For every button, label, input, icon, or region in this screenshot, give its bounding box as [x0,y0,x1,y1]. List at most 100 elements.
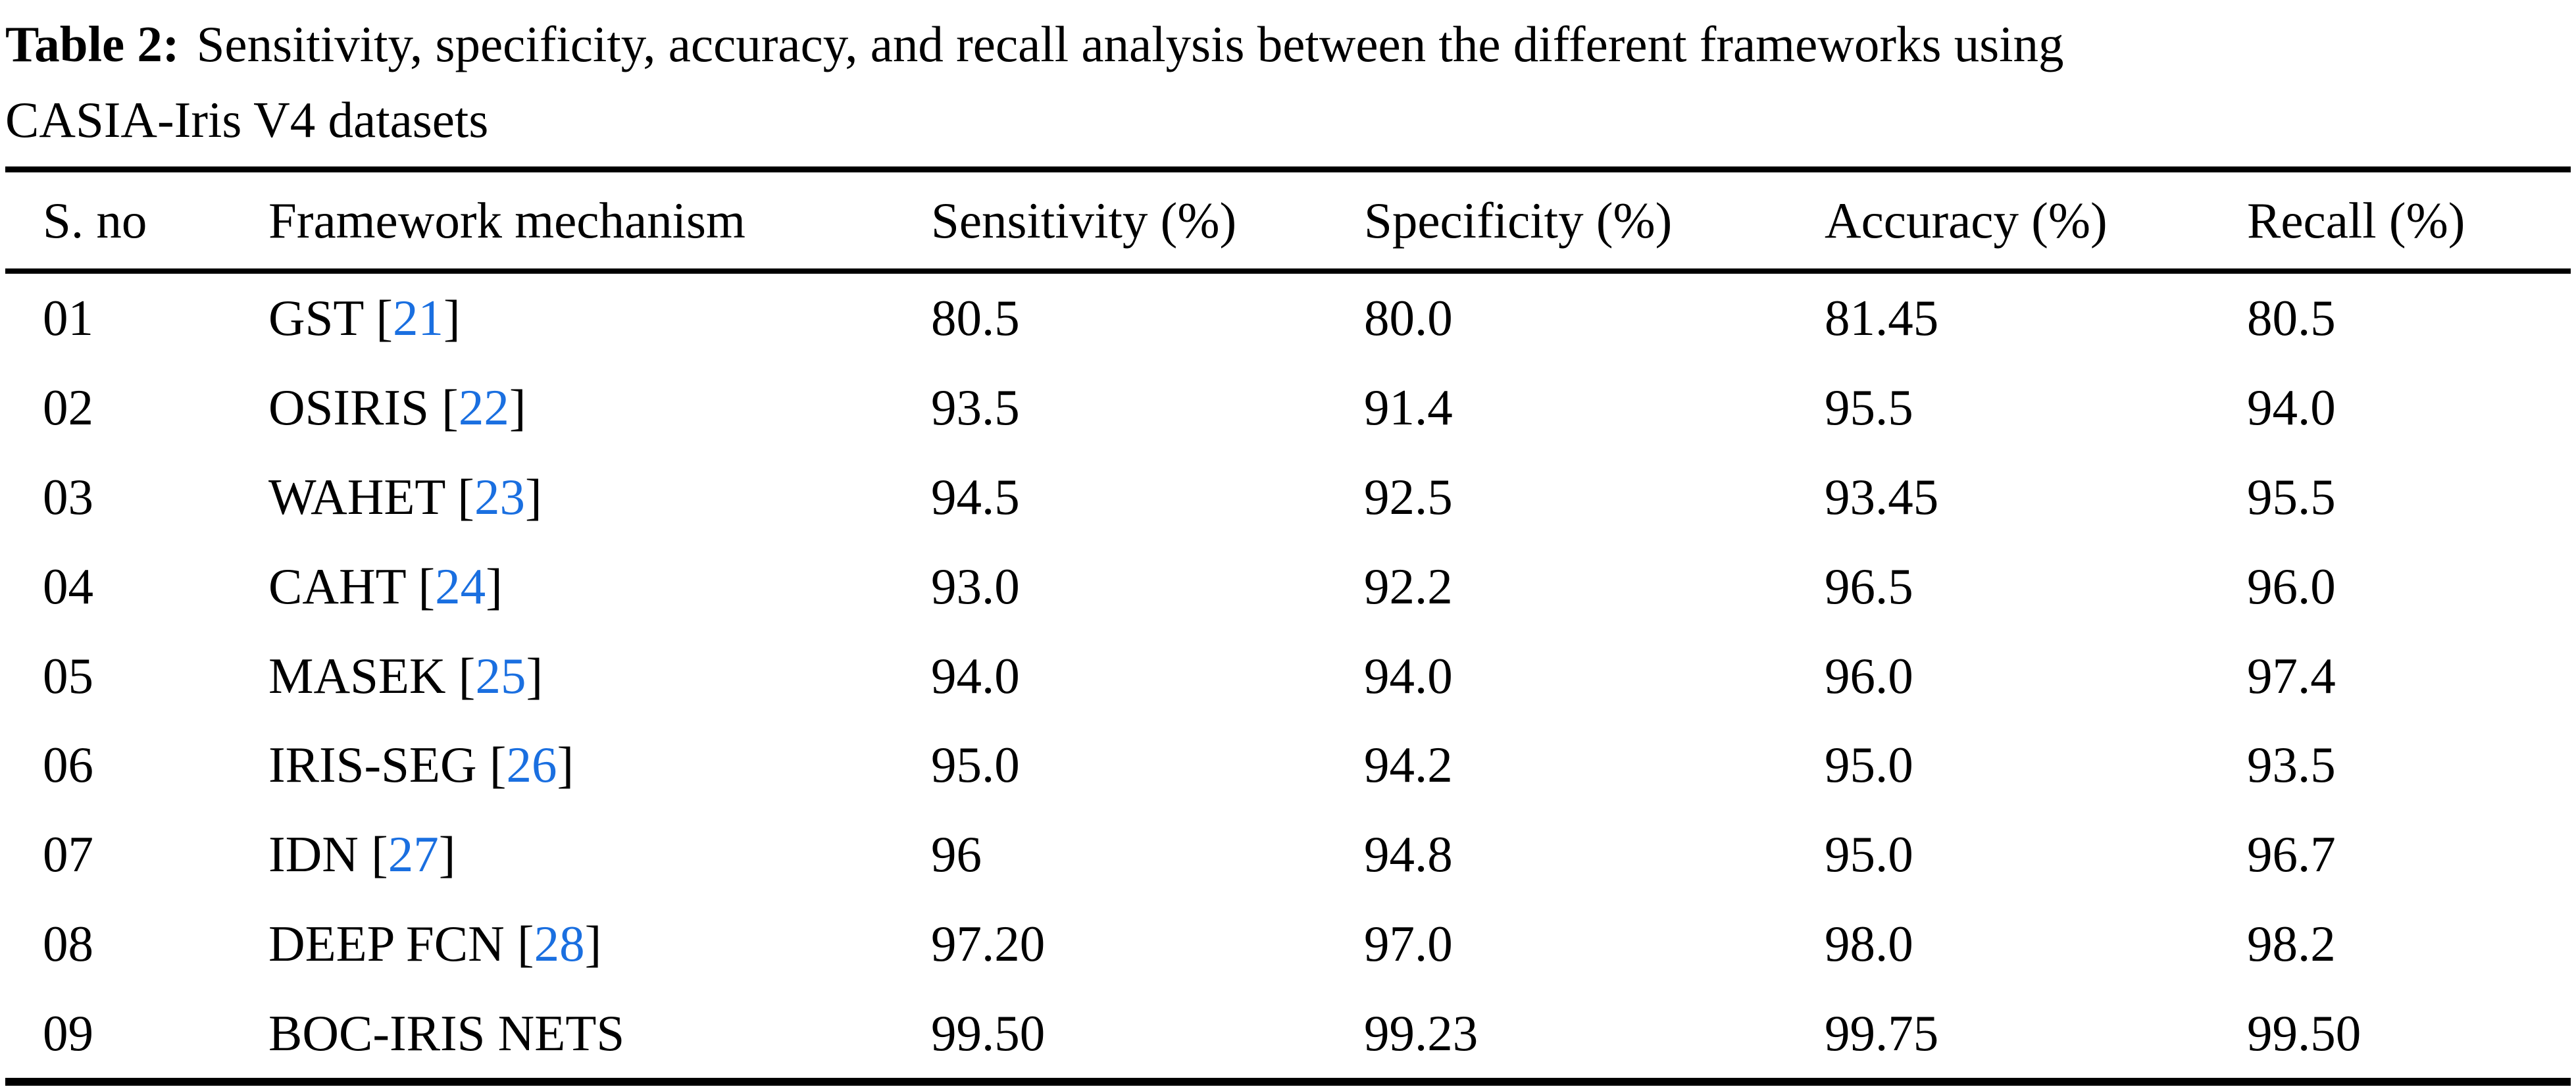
citation-link[interactable]: 26 [506,736,557,794]
cell-sno: 01 [43,290,93,347]
citation-link[interactable]: 24 [435,557,486,615]
cell-recall: 96.7 [2247,826,2336,883]
cell-accuracy: 95.0 [1825,826,1913,883]
cell-accuracy: 81.45 [1825,290,1939,347]
cell-specificity: 92.5 [1364,468,1453,525]
cell-specificity: 91.4 [1364,379,1453,436]
cell-sensitivity: 80.5 [931,290,1020,347]
table-row: 05 MASEK [25] 94.0 94.0 96.0 97.4 [5,631,2571,721]
header-specificity: Specificity (%) [1364,191,1673,249]
cell-specificity: 97.0 [1364,915,1453,972]
cell-sensitivity: 94.0 [931,647,1020,704]
cell-specificity: 80.0 [1364,290,1453,347]
citation-bracket-close: ] [486,557,503,615]
cell-sensitivity: 96 [931,826,982,883]
cell-sno: 02 [43,379,93,436]
framework-name: IRIS-SEG [268,736,477,794]
cell-accuracy: 99.75 [1825,1004,1939,1061]
table-row: 04 CAHT [24] 93.0 92.2 96.5 96.0 [5,542,2571,631]
table-row: 03 WAHET [23] 94.5 92.5 93.45 95.5 [5,453,2571,542]
table-caption: Table 2: Sensitivity, specificity, accura… [0,0,2576,158]
cell-specificity: 94.2 [1364,736,1453,794]
cell-sno: 04 [43,557,93,615]
table-row: 06 IRIS-SEG [26] 95.0 94.2 95.0 93.5 [5,721,2571,810]
framework-name: IDN [268,826,359,883]
cell-framework: OSIRIS [22] [268,382,931,433]
citation-bracket-open: [ [476,736,507,794]
table-row: 07 IDN [27] 96 94.8 95.0 96.7 [5,810,2571,900]
citation-bracket-close: ] [584,915,602,972]
cell-specificity: 94.8 [1364,826,1453,883]
citation-bracket-close: ] [526,647,543,704]
citation-link[interactable]: 23 [474,468,525,525]
cell-sno: 06 [43,736,93,794]
citation-bracket-open: [ [445,468,474,525]
cell-framework: WAHET [23] [268,468,931,525]
cell-recall: 95.5 [2247,468,2336,525]
cell-sno: 08 [43,915,93,972]
cell-framework: DEEP FCN [28] [268,918,931,969]
cell-framework: BOC-IRIS NETS [268,1004,931,1061]
cell-sensitivity: 95.0 [931,736,1020,794]
citation-bracket-close: ] [509,379,526,436]
framework-name: OSIRIS [268,379,429,436]
cell-specificity: 94.0 [1364,647,1453,704]
framework-name: BOC-IRIS NETS [268,1004,625,1061]
citation-bracket-close: ] [557,736,574,794]
cell-recall: 97.4 [2247,647,2336,704]
cell-recall: 96.0 [2247,557,2336,615]
cell-accuracy: 95.5 [1825,379,1913,436]
table-caption-text-line2: CASIA-Iris V4 datasets [5,91,489,148]
framework-name: WAHET [268,468,445,525]
table-row: 09 BOC-IRIS NETS 99.50 99.23 99.75 99.50 [5,988,2571,1078]
cell-sensitivity: 99.50 [931,1004,1046,1061]
citation-bracket-close: ] [438,826,456,883]
cell-recall: 99.50 [2247,1004,2361,1061]
cell-framework: GST [21] [268,293,931,343]
citation-link[interactable]: 25 [475,647,526,704]
cell-recall: 80.5 [2247,290,2336,347]
citation-link[interactable]: 22 [458,379,509,436]
cell-accuracy: 95.0 [1825,736,1913,794]
cell-sensitivity: 97.20 [931,915,1046,972]
citation-link[interactable]: 21 [392,290,443,347]
cell-recall: 94.0 [2247,379,2336,436]
citation-bracket-close: ] [524,468,542,525]
cell-framework: IDN [27] [268,829,931,880]
cell-accuracy: 98.0 [1825,915,1913,972]
header-framework: Framework mechanism [268,191,745,249]
header-accuracy: Accuracy (%) [1825,191,2108,249]
cell-recall: 98.2 [2247,915,2336,972]
table-caption-label: Table 2: [5,16,180,72]
citation-link[interactable]: 28 [534,915,585,972]
cell-framework: IRIS-SEG [26] [268,740,931,790]
header-sno: S. no [43,191,147,249]
citation-link[interactable]: 27 [388,826,439,883]
cell-accuracy: 96.0 [1825,647,1913,704]
citation-bracket-open: [ [405,557,436,615]
citation-bracket-open: [ [504,915,534,972]
cell-accuracy: 96.5 [1825,557,1913,615]
cell-sensitivity: 94.5 [931,468,1020,525]
cell-sno: 03 [43,468,93,525]
framework-name: CAHT [268,557,406,615]
cell-framework: CAHT [24] [268,561,931,612]
table-row: 02 OSIRIS [22] 93.5 91.4 95.5 94.0 [5,363,2571,453]
cell-sensitivity: 93.5 [931,379,1020,436]
table-row: 01 GST [21] 80.5 80.0 81.45 80.5 [5,274,2571,363]
header-sensitivity: Sensitivity (%) [931,191,1237,249]
cell-sno: 09 [43,1004,93,1061]
framework-name: DEEP FCN [268,915,505,972]
cell-sno: 07 [43,826,93,883]
citation-bracket-open: [ [428,379,459,436]
cell-sensitivity: 93.0 [931,557,1020,615]
cell-specificity: 92.2 [1364,557,1453,615]
cell-recall: 93.5 [2247,736,2336,794]
cell-accuracy: 93.45 [1825,468,1939,525]
results-table: S. no Framework mechanism Sensitivity (%… [5,166,2571,1086]
table-header-row: S. no Framework mechanism Sensitivity (%… [5,172,2571,274]
citation-bracket-open: [ [358,826,388,883]
citation-bracket-close: ] [443,290,461,347]
citation-bracket-open: [ [363,290,393,347]
